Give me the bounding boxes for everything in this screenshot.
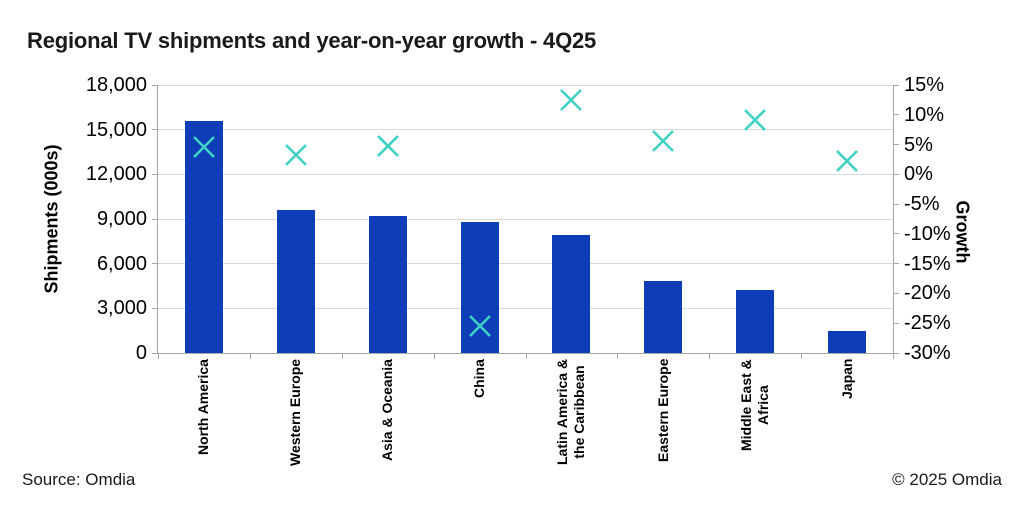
gridline bbox=[158, 129, 893, 131]
growth-marker-icon bbox=[376, 134, 400, 158]
left-axis-tick-label: 9,000 bbox=[96, 208, 147, 230]
right-axis-tick bbox=[893, 292, 899, 294]
copyright-note: © 2025 Omdia bbox=[892, 470, 1002, 489]
gridline bbox=[158, 263, 893, 265]
shipments-bar bbox=[828, 330, 867, 353]
shipments-bar bbox=[552, 235, 591, 353]
gridline bbox=[158, 173, 893, 175]
shipments-bar bbox=[368, 216, 407, 353]
right-axis-tick bbox=[893, 203, 899, 205]
right-axis-line bbox=[893, 85, 894, 354]
left-axis-tick bbox=[152, 173, 158, 175]
source-note: Source: Omdia bbox=[22, 470, 136, 489]
growth-marker-icon bbox=[743, 108, 767, 132]
category-label: North America bbox=[195, 359, 212, 455]
growth-marker-icon bbox=[559, 88, 583, 112]
left-axis-tick bbox=[152, 352, 158, 354]
growth-marker-icon bbox=[468, 314, 492, 338]
bottom-axis-tick bbox=[801, 353, 803, 359]
left-axis-tick bbox=[152, 129, 158, 131]
right-axis-tick bbox=[893, 263, 899, 265]
left-axis-tick bbox=[152, 218, 158, 220]
shipments-bar bbox=[184, 120, 223, 353]
right-axis-tick-label: -15% bbox=[904, 252, 951, 275]
category-label: Eastern Europe bbox=[654, 358, 671, 462]
category-label: Latin America & the Caribbean bbox=[554, 358, 588, 465]
bottom-axis-tick bbox=[617, 353, 619, 359]
bottom-axis-tick bbox=[893, 353, 894, 359]
shipments-bar bbox=[736, 289, 775, 353]
left-axis-tick-label: 18,000 bbox=[85, 74, 147, 96]
right-axis-tick-label: -30% bbox=[904, 342, 951, 364]
gridline bbox=[158, 84, 893, 86]
category-label: Japan bbox=[838, 358, 855, 399]
shipments-bar bbox=[644, 280, 683, 353]
left-axis-tick bbox=[152, 84, 158, 86]
right-axis-tick bbox=[893, 84, 899, 86]
category-label: China bbox=[471, 359, 488, 398]
left-axis-tick-label: 15,000 bbox=[85, 118, 147, 141]
growth-marker-icon bbox=[651, 129, 675, 153]
right-axis-tick-label: 5% bbox=[904, 133, 933, 156]
left-axis-tick-label: 0 bbox=[135, 342, 147, 364]
right-axis-tick-label: 15% bbox=[904, 74, 945, 96]
right-axis-tick-label: -20% bbox=[904, 282, 951, 305]
bottom-axis-tick bbox=[341, 353, 343, 359]
growth-marker-icon bbox=[192, 135, 216, 159]
gridline bbox=[158, 218, 893, 220]
right-axis-tick bbox=[893, 173, 899, 175]
right-axis-tick-label: -10% bbox=[904, 222, 951, 245]
bottom-axis-tick bbox=[433, 353, 435, 359]
left-axis-tick-label: 3,000 bbox=[96, 297, 147, 320]
growth-marker-icon bbox=[284, 143, 308, 167]
bottom-axis-tick bbox=[249, 353, 251, 359]
right-axis-tick-label: -25% bbox=[904, 312, 951, 335]
chart-title: Regional TV shipments and year-on-year g… bbox=[27, 28, 597, 53]
shipments-bar bbox=[460, 221, 499, 353]
bottom-axis-tick bbox=[525, 353, 527, 359]
category-label: Western Europe bbox=[287, 358, 304, 466]
right-axis-tick-label: 10% bbox=[904, 103, 945, 126]
left-axis-tick bbox=[152, 263, 158, 265]
right-axis-tick bbox=[893, 233, 899, 235]
category-label: Middle East & Africa bbox=[738, 359, 772, 451]
gridline bbox=[158, 307, 893, 309]
category-label: Asia & Oceania bbox=[379, 359, 396, 461]
bottom-axis-tick bbox=[709, 353, 711, 359]
right-axis-tick bbox=[893, 322, 899, 324]
right-axis-tick-label: -5% bbox=[904, 193, 940, 216]
left-axis-tick-label: 12,000 bbox=[85, 163, 147, 186]
growth-marker-icon bbox=[835, 149, 859, 173]
bottom-axis-tick bbox=[158, 353, 159, 359]
right-axis-tick bbox=[893, 352, 899, 354]
left-axis-line bbox=[157, 85, 158, 354]
right-axis-tick-label: 0% bbox=[904, 163, 933, 186]
left-axis-tick-label: 6,000 bbox=[96, 252, 147, 275]
right-axis-tick bbox=[893, 114, 899, 116]
left-axis-tick bbox=[152, 307, 158, 309]
shipments-bar bbox=[276, 210, 315, 353]
right-axis-tick bbox=[893, 144, 899, 146]
